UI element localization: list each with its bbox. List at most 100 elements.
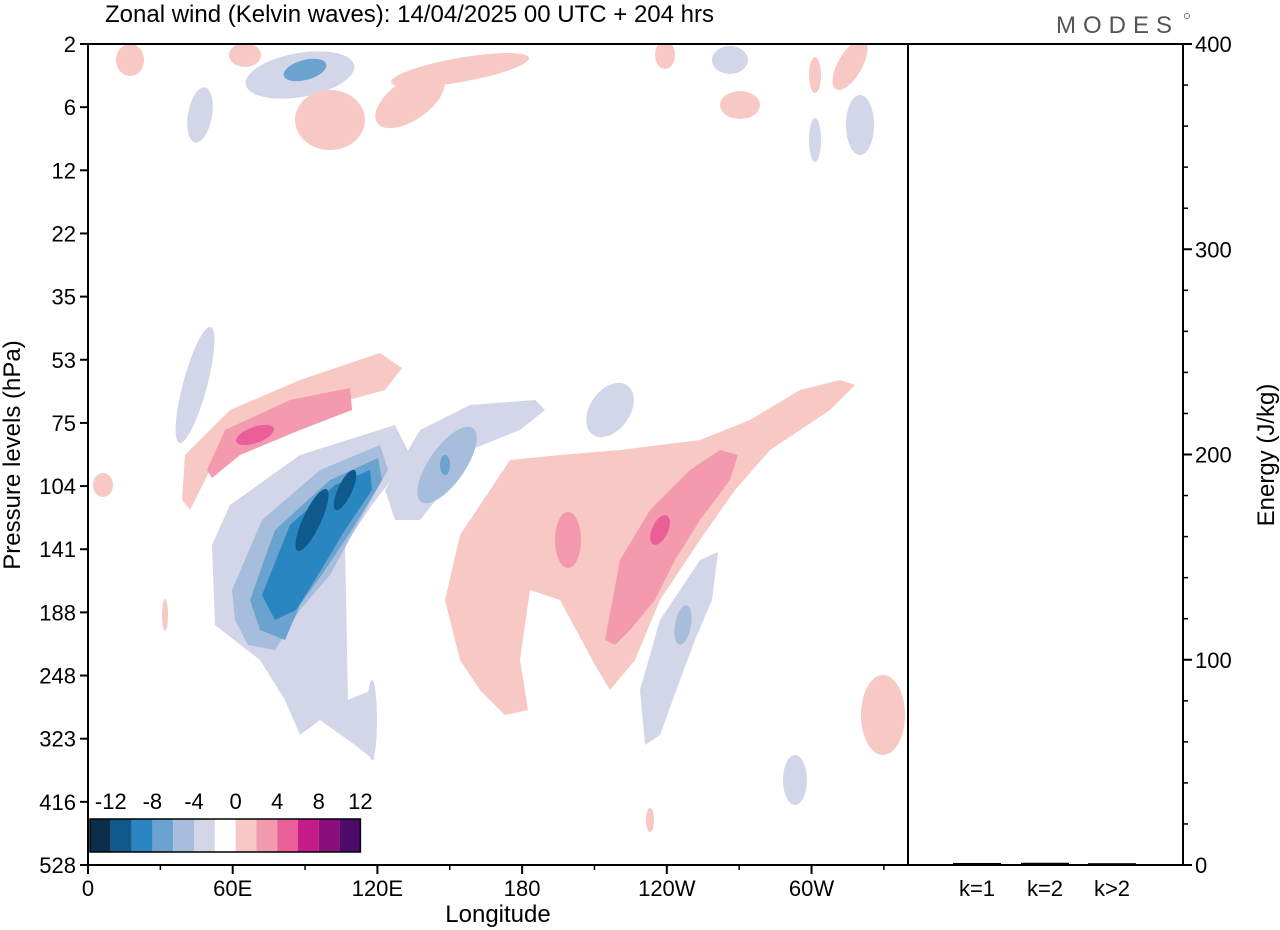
easterly-outer-tail bbox=[367, 680, 377, 760]
y-tick-label: 323 bbox=[39, 727, 76, 752]
energy-panel: 0 100 200 300 400 k=1 k=2 k>2 Energy (J/kg) bbox=[907, 32, 1280, 901]
energy-y-tick-label: 300 bbox=[1195, 237, 1232, 262]
y-tick-label: 104 bbox=[39, 474, 76, 499]
y-axis-label: Pressure levels (hPa) bbox=[0, 340, 26, 569]
y-tick-label: 188 bbox=[39, 600, 76, 625]
colorbar-swatch bbox=[256, 819, 278, 852]
modes-logo: MODES bbox=[1056, 12, 1179, 39]
east-pacific-easterly-2 bbox=[674, 605, 692, 645]
colorbar-swatch bbox=[298, 819, 319, 852]
strat-westerly-d bbox=[720, 91, 760, 119]
westerly-tiny-a bbox=[646, 808, 654, 832]
y-tick-label: 528 bbox=[39, 853, 76, 878]
energy-y-tick-label: 200 bbox=[1195, 443, 1232, 468]
y-axis-left: 2 6 12 22 35 53 75 104 141 188 248 323 416 528 bbox=[39, 32, 89, 878]
strat-easterly-e bbox=[809, 118, 821, 162]
easterly-tongue-upper bbox=[175, 326, 215, 444]
x-tick-label: 180 bbox=[504, 876, 541, 901]
colorbar: -12 -8 -4 0 4 8 12 bbox=[89, 789, 373, 853]
westerly-west-3 bbox=[236, 424, 274, 446]
westerly-west-2 bbox=[207, 388, 352, 478]
strat-westerly-a bbox=[295, 90, 365, 150]
x-tick-label: 60E bbox=[213, 876, 252, 901]
westerly-east-edge bbox=[861, 675, 905, 755]
energy-y-axis: 0 100 200 300 400 bbox=[1183, 32, 1232, 878]
colorbar-swatch bbox=[277, 819, 298, 852]
x-tick-label: 0 bbox=[82, 876, 94, 901]
y-tick-label: 141 bbox=[39, 537, 76, 562]
contour-fills bbox=[93, 44, 905, 832]
colorbar-swatch bbox=[235, 819, 257, 852]
colorbar-label: 0 bbox=[229, 789, 241, 814]
contour-panel bbox=[93, 44, 905, 832]
easterly-core-b bbox=[333, 469, 357, 511]
easterly-4 bbox=[262, 470, 372, 620]
strat-easterly-c bbox=[187, 87, 213, 143]
east-pacific-easterly bbox=[640, 552, 718, 745]
energy-bars bbox=[953, 862, 1136, 865]
y-tick-label: 6 bbox=[64, 95, 76, 120]
strat-westerly-f bbox=[116, 44, 144, 76]
y-tick-label: 35 bbox=[52, 285, 76, 310]
bottom-easterly bbox=[783, 755, 807, 805]
westerly-tiny-b bbox=[162, 599, 168, 631]
logo-mark bbox=[1184, 13, 1190, 19]
strat-westerly-h bbox=[655, 44, 675, 69]
strat-westerly-i bbox=[809, 57, 821, 93]
energy-x-axis: k=1 k=2 k>2 bbox=[959, 876, 1130, 901]
strat-easterly-b bbox=[283, 58, 327, 82]
y-tick-label: 2 bbox=[64, 32, 76, 57]
energy-y-tick-label: 0 bbox=[1195, 853, 1207, 878]
strat-westerly-e bbox=[832, 44, 868, 90]
energy-y-tick-label: 400 bbox=[1195, 32, 1232, 57]
strat-westerly-g bbox=[229, 44, 261, 67]
x-tick-label: 60W bbox=[789, 876, 834, 901]
pacific-westerly-2 bbox=[605, 450, 738, 645]
x-tick-label: 120W bbox=[638, 876, 696, 901]
energy-category-label: k>2 bbox=[1094, 876, 1130, 901]
colorbar-swatch bbox=[173, 819, 194, 852]
pacific-westerly-patch bbox=[555, 512, 581, 568]
dateline-easterly-3 bbox=[440, 455, 450, 475]
energy-category-label: k=1 bbox=[959, 876, 995, 901]
strat-westerly-c bbox=[391, 53, 529, 87]
colorbar-label: -12 bbox=[95, 789, 127, 814]
colorbar-label: 4 bbox=[271, 789, 283, 814]
energy-bar bbox=[953, 862, 1001, 865]
chart-title: Zonal wind (Kelvin waves): 14/04/2025 00… bbox=[105, 1, 714, 28]
y-tick-label: 22 bbox=[52, 221, 76, 246]
y-tick-label: 75 bbox=[52, 411, 76, 436]
colorbar-swatch bbox=[339, 819, 361, 852]
colorbar-swatch bbox=[131, 819, 153, 852]
easterly-core-a bbox=[295, 488, 329, 552]
y-tick-label: 12 bbox=[52, 158, 76, 183]
energy-category-label: k=2 bbox=[1027, 876, 1063, 901]
colorbar-frame bbox=[89, 818, 362, 853]
colorbar-swatch bbox=[110, 819, 132, 852]
colorbar-label: -4 bbox=[184, 789, 204, 814]
x-axis: 0 60E 120E 180 120W 60W bbox=[82, 865, 885, 901]
dateline-easterly-upper bbox=[586, 382, 634, 438]
colorbar-swatch bbox=[90, 819, 111, 852]
colorbar-swatch bbox=[318, 819, 340, 852]
energy-bar bbox=[1021, 862, 1069, 865]
pacific-westerly-core bbox=[650, 515, 670, 545]
strat-easterly-f bbox=[712, 46, 748, 74]
colorbar-swatch bbox=[194, 819, 215, 852]
energy-axis-label: Energy (J/kg) bbox=[1253, 384, 1280, 527]
energy-bar bbox=[1088, 863, 1136, 865]
energy-y-tick-label: 100 bbox=[1195, 648, 1232, 673]
y-tick-label: 248 bbox=[39, 664, 76, 689]
y-tick-label: 53 bbox=[52, 348, 76, 373]
x-tick-label: 120E bbox=[352, 876, 403, 901]
y-tick-label: 416 bbox=[39, 790, 76, 815]
colorbar-swatch bbox=[214, 819, 236, 852]
colorbar-label: 12 bbox=[348, 789, 372, 814]
strat-easterly-d bbox=[846, 95, 874, 155]
colorbar-swatch bbox=[152, 819, 174, 852]
x-axis-label: Longitude bbox=[445, 901, 550, 928]
westerly-tiny-c bbox=[93, 473, 113, 497]
colorbar-label: 8 bbox=[313, 789, 325, 814]
colorbar-label: -8 bbox=[143, 789, 163, 814]
